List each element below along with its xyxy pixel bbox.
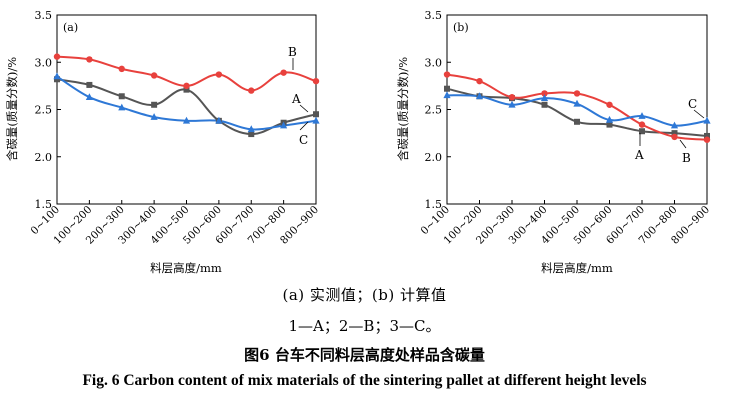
chart-b-series-c-point [638, 112, 646, 119]
figure-caption-en: Fig. 6 Carbon content of mix materials o… [82, 372, 647, 389]
chart-a-series-b-point [280, 69, 287, 76]
chart-b-lines [446, 73, 708, 141]
chart-a-ytick-label: 3.5 [35, 9, 53, 22]
chart-b-series-b-point [508, 94, 516, 101]
chart-b-tag-c: C [688, 97, 697, 111]
chart-a-series-b-point [215, 71, 223, 78]
chart-a-ytick-label: 2.5 [35, 104, 53, 117]
chart-b-series-c-point [443, 91, 451, 99]
chart-b-frame [446, 14, 708, 205]
chart-a-series-b-point [312, 77, 320, 85]
chart-a-series-a-point [86, 81, 93, 88]
chart-b-series-b-point [703, 136, 711, 143]
chart-a-tag-c: C [299, 133, 308, 147]
chart-a-panel-label: (a) [63, 21, 78, 34]
chart-b-series-c-point [540, 94, 549, 101]
chart-a-axis-ticks: 1.52.02.53.03.50~100100~200200~300300~40… [29, 9, 322, 247]
chart-a-series-a-point [151, 101, 158, 108]
figure-caption-cn: 图6 台车不同料层高度处样品含碳量 [244, 346, 485, 364]
chart-a-series-c-point [182, 116, 191, 124]
chart-a-series-b-point [86, 56, 93, 63]
chart-b-tag-c-leader [693, 109, 705, 119]
chart-a-series-b-point [248, 87, 255, 94]
chart-a-series-c-point [280, 121, 288, 129]
subpanel-caption: (a) 实测值；(b) 计算值 [282, 286, 447, 304]
chart-a-series-b-point [118, 65, 125, 73]
chart-b-panel-label: (b) [453, 21, 469, 34]
chart-a-series-c-point [85, 93, 93, 100]
chart-b-series-b-line [446, 73, 708, 141]
chart-a-series-b-point [53, 53, 61, 60]
chart-b-series-b-point [573, 90, 581, 97]
chart-a-tag-a: A [291, 92, 301, 106]
chart-b-series-b-point [476, 77, 483, 85]
chart-b-series-c-point [703, 116, 711, 124]
chart-b-series-a-point [671, 130, 678, 137]
chart-b-series-c-point [605, 115, 614, 123]
chart-a-series-a-point [313, 111, 319, 118]
chart-a-series-a-point [248, 131, 255, 138]
chart-b-series-b-point [671, 133, 678, 141]
chart-b-series-b-point [443, 71, 451, 78]
chart-b-axis-ticks: 1.52.02.53.03.50~100100~200200~300300~40… [419, 9, 713, 247]
chart-b-series-a-point [444, 85, 450, 92]
chart-a-series-a-point [54, 76, 60, 83]
chart-a-series-b-point [150, 72, 158, 79]
chart-b-ylabel: 含碳量(质量分数)/% [396, 57, 410, 161]
chart-a-series-a-point [183, 86, 190, 93]
chart-a-series-c-point [150, 113, 158, 120]
chart-b-series-b-point [638, 121, 646, 128]
chart-b-tag-b-leader [679, 139, 687, 149]
chart-b-tag-a: A [634, 148, 644, 162]
figure-chart: 1.52.02.53.03.50~100100~200200~300300~40… [5, 9, 712, 275]
chart-a-series-c-point [215, 116, 223, 124]
chart-a-series-c-point [312, 116, 320, 124]
chart-b-series-a-point [639, 128, 645, 135]
chart-a-ytick-label: 3.0 [35, 56, 53, 69]
chart-b-xlabel: 料层高度/mm [541, 261, 613, 275]
legend-caption: 1—A；2—B；3—C。 [288, 317, 441, 335]
chart-b-ytick-label: 2.5 [425, 104, 443, 117]
chart-b-series-c-point [670, 121, 679, 129]
chart-b-series-b-point [606, 101, 613, 108]
chart-b-series-c-point [508, 100, 516, 108]
chart-a-ytick-label: 1.5 [35, 198, 53, 211]
chart-a-tag-a-leader [299, 104, 309, 113]
chart-a-series-a-point [118, 93, 125, 100]
chart-a-series-c-point [118, 103, 126, 111]
chart-b-tag-b: B [682, 151, 691, 165]
chart-b-series-a-point [606, 121, 613, 128]
chart-a-series-c-point [247, 125, 255, 133]
chart-a-tag-c-leader [299, 121, 309, 131]
chart-b-series-c-point [573, 99, 581, 107]
chart-a-series-b-point [183, 82, 190, 90]
chart-a: 1.52.02.53.03.50~100100~200200~300300~40… [5, 9, 321, 275]
chart-a-tag-b: B [288, 45, 297, 59]
chart-b-series-c-point [475, 92, 484, 100]
chart-a-xlabel: 料层高度/mm [150, 261, 222, 275]
chart-a-ylabel: 含碳量(质量分数)/% [5, 57, 19, 161]
chart-b-series-b-point [541, 90, 548, 97]
chart-b-series-a-point [704, 132, 710, 139]
chart-b-markers [443, 71, 711, 143]
chart-b: 1.52.02.53.03.50~100100~200200~300300~40… [396, 9, 712, 275]
chart-b-ytick-label: 1.5 [425, 198, 443, 211]
chart-a-series-c-point [53, 72, 61, 80]
chart-b-series-a-point [541, 101, 548, 108]
chart-b-ytick-label: 3.0 [425, 56, 443, 69]
chart-a-markers [53, 53, 320, 138]
chart-b-series-a-point [574, 118, 580, 125]
chart-b-ytick-label: 3.5 [425, 9, 443, 22]
chart-b-ytick-label: 2.0 [425, 151, 443, 164]
chart-a-frame [56, 14, 317, 205]
chart-a-ytick-label: 2.0 [35, 151, 53, 164]
